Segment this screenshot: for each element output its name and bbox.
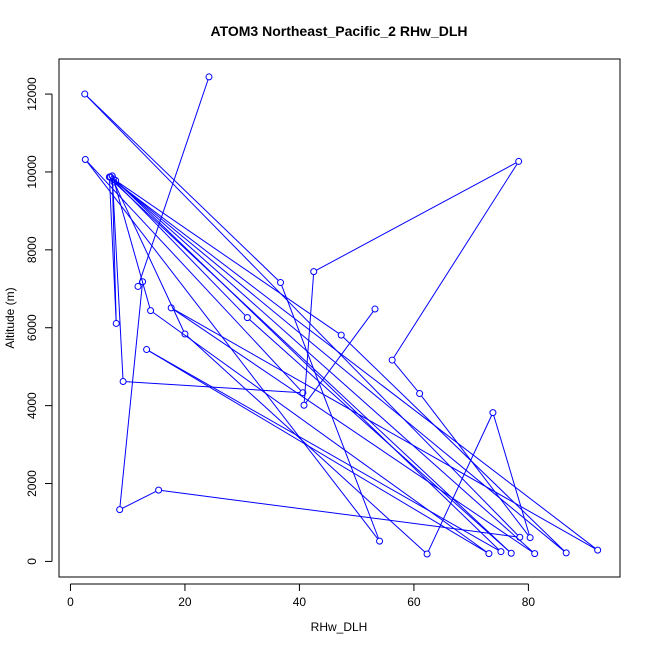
- y-tick-label: 8000: [25, 236, 39, 263]
- data-point: [139, 278, 147, 286]
- series-segment: [117, 182, 500, 550]
- series-segment: [427, 415, 493, 552]
- series-segment: [86, 95, 519, 536]
- data-point: [110, 178, 118, 186]
- x-tick-label: 20: [178, 595, 192, 609]
- data-point: [507, 549, 515, 557]
- data-point: [337, 331, 345, 339]
- series-segment: [161, 490, 517, 538]
- data-point: [416, 390, 424, 398]
- series-segment: [111, 178, 596, 549]
- data-point: [485, 550, 493, 558]
- y-axis-label: Altitude (m): [3, 287, 17, 348]
- data-point: [167, 304, 175, 312]
- series-segment: [281, 285, 379, 539]
- series-segment: [119, 284, 143, 507]
- series-segment: [111, 178, 124, 379]
- series-segment: [316, 162, 517, 271]
- data-point: [526, 534, 534, 542]
- data-point: [489, 409, 497, 417]
- data-point: [594, 546, 602, 554]
- x-axis: 0 20 40 60 80: [67, 583, 536, 609]
- data-point: [300, 401, 308, 409]
- data-point: [81, 90, 89, 98]
- y-axis: 0 2000 4000 6000 8000 10000 12000: [25, 77, 53, 565]
- series-segment: [173, 309, 533, 553]
- data-point: [371, 305, 379, 313]
- data-point: [107, 173, 115, 181]
- data-point: [299, 389, 307, 397]
- y-tick-label: 4000: [25, 392, 39, 419]
- y-tick-label: 6000: [25, 314, 39, 341]
- y-tick-label: 2000: [25, 470, 39, 497]
- y-tick-label: 12000: [25, 77, 39, 111]
- data-point: [112, 319, 120, 327]
- data-point: [181, 330, 189, 338]
- data-point: [143, 346, 151, 354]
- series-segment: [117, 181, 340, 334]
- series-segment: [109, 179, 117, 321]
- data-point: [277, 279, 285, 287]
- data-point: [515, 157, 523, 165]
- data-point: [562, 549, 570, 557]
- data-point: [497, 548, 505, 556]
- series-segment: [393, 163, 518, 358]
- series-segment: [493, 415, 530, 535]
- x-tick-label: 40: [293, 595, 307, 609]
- data-point: [531, 550, 539, 558]
- data-point: [516, 533, 524, 541]
- x-tick-label: 0: [67, 595, 74, 609]
- series-lines: [86, 79, 596, 553]
- series-segment: [305, 311, 374, 404]
- series-segment: [115, 180, 533, 553]
- data-point: [112, 177, 120, 185]
- series-segment: [86, 95, 279, 281]
- series-segment: [303, 274, 315, 403]
- data-point: [81, 155, 89, 163]
- data-point: [376, 537, 384, 545]
- series-segment: [138, 79, 209, 284]
- series-segment: [112, 178, 565, 552]
- data-point: [134, 282, 142, 290]
- series-points: [81, 73, 602, 558]
- series-segment: [173, 308, 596, 550]
- plot-frame: [58, 58, 621, 578]
- data-point: [423, 550, 431, 558]
- series-segment: [249, 319, 510, 552]
- series-segment: [87, 161, 302, 391]
- series-segment: [186, 335, 426, 553]
- data-point: [243, 314, 251, 322]
- data-point: [119, 377, 127, 385]
- series-segment: [393, 362, 419, 392]
- x-tick-label: 60: [407, 595, 421, 609]
- x-axis-label: RHw_DLH: [311, 620, 368, 634]
- data-point: [388, 356, 396, 364]
- data-point: [116, 506, 124, 514]
- data-point: [205, 73, 213, 81]
- y-tick-label: 10000: [25, 155, 39, 189]
- series-segment: [111, 178, 117, 321]
- series-segment: [148, 350, 487, 553]
- series-segment: [421, 395, 529, 536]
- series-segment: [115, 183, 510, 552]
- y-tick-label: 0: [25, 558, 39, 565]
- series-segment: [86, 161, 379, 540]
- series-segment: [343, 336, 565, 552]
- data-point: [310, 268, 318, 276]
- series-segment: [113, 181, 151, 308]
- x-tick-label: 80: [522, 595, 536, 609]
- data-point: [147, 307, 155, 315]
- series-segment: [122, 491, 157, 509]
- series-segment: [114, 184, 185, 332]
- chart-title: ATOM3 Northeast_Pacific_2 RHw_DLH: [211, 23, 468, 39]
- series-segment: [152, 311, 487, 553]
- series-segment: [148, 350, 499, 551]
- data-point: [155, 486, 163, 494]
